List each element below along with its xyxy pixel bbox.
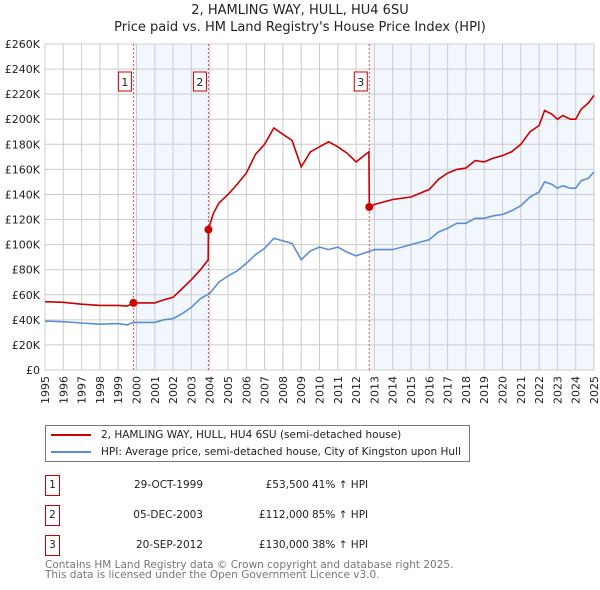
x-tick-label: 2014	[387, 376, 400, 404]
x-tick-label: 2015	[405, 376, 418, 404]
transaction-number: 1	[45, 475, 60, 496]
sale-marker-label: 1	[121, 76, 128, 89]
y-tick-label: £0	[26, 364, 40, 377]
y-tick-label: £100K	[5, 239, 41, 252]
y-tick-label: £40K	[12, 314, 41, 327]
sale-point	[365, 203, 374, 211]
legend-swatch-blue	[51, 451, 91, 453]
y-tick-label: £260K	[5, 38, 41, 51]
y-tick-label: £180K	[5, 138, 41, 151]
x-tick-label: 2009	[295, 376, 308, 404]
y-tick-label: £240K	[5, 63, 41, 76]
x-tick-label: 2011	[332, 376, 345, 404]
transaction-price: £53,500	[265, 479, 309, 491]
y-tick-label: £200K	[5, 113, 41, 126]
transaction-date: 05-DEC-2003	[133, 509, 203, 521]
y-tick-label: £160K	[5, 163, 41, 176]
x-tick-label: 2001	[149, 376, 162, 404]
y-tick-label: £20K	[12, 339, 41, 352]
x-tick-label: 2019	[478, 376, 491, 404]
legend-item-property: 2, HAMLING WAY, HULL, HU4 6SU (semi-deta…	[51, 427, 401, 443]
sale-point	[129, 298, 138, 307]
sale-marker-box-frame	[353, 71, 368, 92]
transaction-price: £112,000	[258, 509, 309, 521]
transaction-hpi: 38% ↑ HPI	[312, 539, 369, 551]
footer: Contains HM Land Registry data © Crown c…	[45, 559, 454, 581]
x-tick-label: 2017	[442, 376, 455, 404]
transaction-date: 20-SEP-2012	[135, 539, 203, 551]
price-chart: 1995 1996 1997 1998 1999 2000 2001 2002 2003 2004…	[5, 38, 600, 404]
x-tick-label: 2020	[497, 376, 510, 404]
transaction-row: 3 20-SEP-2012 £130,000 38% ↑ HPI	[45, 535, 445, 556]
x-tick-label: 2021	[515, 376, 528, 404]
plot-frame	[44, 43, 595, 371]
x-tick-label: 2004	[204, 376, 217, 404]
y-tick-label: £80K	[12, 264, 41, 277]
transaction-hpi: 85% ↑ HPI	[312, 509, 369, 521]
x-tick-label: 2018	[460, 376, 473, 404]
x-tick-label: 2024	[570, 376, 583, 404]
y-tick-label: £140K	[5, 188, 41, 201]
x-tick-label: 1998	[94, 376, 107, 404]
shaded-period	[369, 44, 594, 370]
legend-item-hpi: HPI: Average price, semi-detached house,…	[51, 444, 461, 460]
sale-marker-label: 3	[357, 76, 364, 89]
sale-marker-box-frame	[192, 71, 207, 92]
sale-marker-box-frame	[117, 71, 132, 92]
sale-marker-label: 2	[196, 76, 203, 89]
x-tick-label: 2023	[551, 376, 564, 404]
transaction-price: £130,000	[258, 539, 309, 551]
hpi-series-line	[44, 171, 595, 326]
property-series-line	[44, 94, 595, 307]
sale-marker-box: 1	[117, 71, 132, 92]
transaction-number: 3	[45, 535, 60, 556]
x-tick-label: 2008	[277, 376, 290, 404]
x-tick-label: 2006	[240, 376, 253, 404]
x-tick-label: 2005	[222, 376, 235, 404]
legend: 2, HAMLING WAY, HULL, HU4 6SU (semi-deta…	[45, 425, 470, 462]
transaction-row: 2 05-DEC-2003 £112,000 85% ↑ HPI	[45, 505, 445, 526]
x-tick-label: 1999	[112, 376, 125, 404]
transaction-number: 2	[45, 505, 60, 526]
x-tick-label: 1995	[39, 376, 52, 404]
sale-marker-box: 2	[192, 71, 207, 92]
footer-licence: This data is licensed under the Open Gov…	[45, 569, 380, 581]
x-tick-label: 2010	[314, 376, 327, 404]
x-tick-label: 2022	[533, 376, 546, 404]
x-tick-label: 1996	[57, 376, 70, 404]
x-tick-label: 2007	[259, 376, 272, 404]
x-tick-label: 2016	[423, 376, 436, 404]
shaded-period	[133, 44, 209, 370]
y-tick-label: £220K	[5, 88, 41, 101]
legend-swatch-red	[51, 434, 91, 436]
x-tick-label: 2003	[185, 376, 198, 404]
chart-subtitle: Price paid vs. HM Land Registry's House …	[114, 20, 486, 35]
x-tick-label: 2000	[131, 376, 144, 404]
x-tick-label: 2002	[167, 376, 180, 404]
footer-copyright: Contains HM Land Registry data © Crown c…	[45, 559, 454, 571]
legend-label: HPI: Average price, semi-detached house,…	[101, 446, 461, 458]
x-tick-label: 2025	[588, 376, 600, 404]
sale-point	[204, 225, 213, 234]
transaction-date: 29-OCT-1999	[134, 479, 203, 491]
chart-title: 2, HAMLING WAY, HULL, HU4 6SU	[191, 3, 409, 18]
legend-label: 2, HAMLING WAY, HULL, HU4 6SU (semi-deta…	[101, 429, 402, 441]
y-tick-label: £60K	[12, 289, 41, 302]
sale-marker-box: 3	[353, 71, 368, 92]
x-tick-label: 2013	[368, 376, 381, 404]
y-tick-label: £120K	[5, 214, 41, 227]
transaction-row: 1 29-OCT-1999 £53,500 41% ↑ HPI	[45, 475, 445, 496]
transaction-hpi: 41% ↑ HPI	[312, 479, 369, 491]
x-tick-label: 1997	[76, 376, 89, 404]
x-tick-label: 2012	[350, 376, 363, 404]
